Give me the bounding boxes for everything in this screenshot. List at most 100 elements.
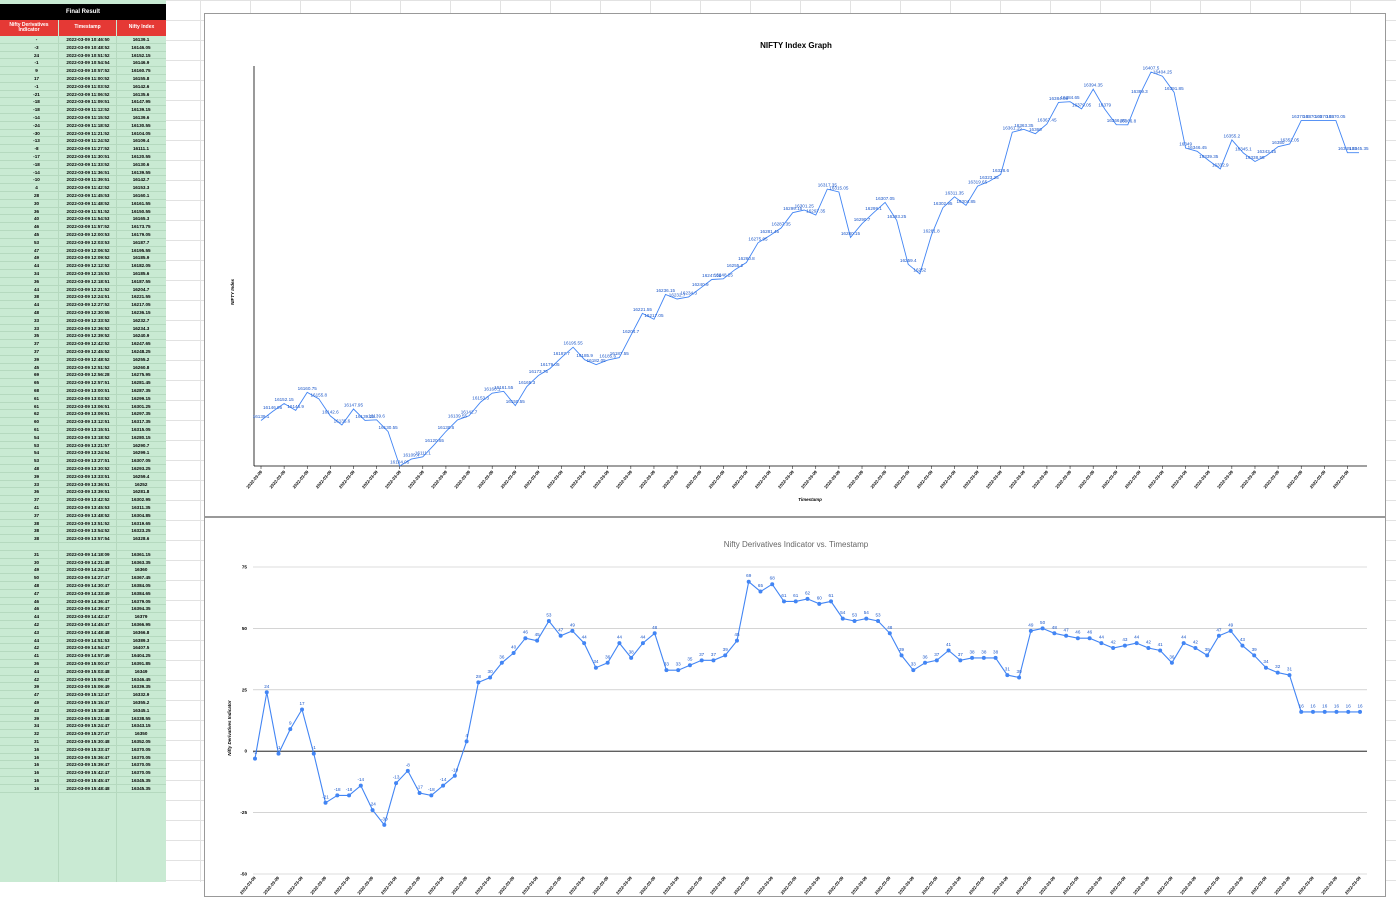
header-indicator[interactable]: Nifty Derivatives Indicator	[0, 20, 58, 36]
table-row[interactable]: 49 2022-03-09 14:24:47 16360	[0, 566, 166, 575]
table-row[interactable]: 32 2022-03-09 15:27:47 16350	[0, 730, 166, 738]
table-row[interactable]: 53 2022-03-09 12:03:53 16187.7	[0, 239, 166, 247]
table-row[interactable]: -1 2022-03-09 10:54:54 16146.9	[0, 59, 166, 68]
table-row[interactable]: 37 2022-03-09 12:42:52 16247.65	[0, 340, 166, 348]
table-row[interactable]: 50 2022-03-09 14:27:47 16367.45	[0, 574, 166, 582]
table-row[interactable]: 33 2022-03-09 12:36:52 16234.3	[0, 325, 166, 333]
table-row[interactable]: 16 2022-03-09 15:42:47 16370.05	[0, 769, 166, 777]
table-row[interactable]: 39 2022-03-09 15:09:49 16339.35	[0, 683, 166, 692]
header-nifty-index[interactable]: Nifty Index	[117, 20, 166, 36]
table-row[interactable]: 17 2022-03-09 11:00:52 16155.8	[0, 75, 166, 83]
table-row[interactable]	[0, 543, 166, 551]
table-row[interactable]: 48 2022-03-09 13:30:52 16293.25	[0, 465, 166, 473]
table-row[interactable]: 42 2022-03-09 15:06:47 16346.45	[0, 676, 166, 684]
table-row[interactable]: 37 2022-03-09 12:45:52 16248.25	[0, 348, 166, 356]
table-row[interactable]: -24 2022-03-09 11:18:52 16130.55	[0, 122, 166, 130]
table-row[interactable]: -18 2022-03-09 11:12:52 16139.15	[0, 106, 166, 114]
table-row[interactable]: 38 2022-03-09 13:54:52 16323.25	[0, 527, 166, 536]
table-row[interactable]: 39 2022-03-09 15:21:48 16338.55	[0, 715, 166, 723]
nifty-index-chart[interactable]: NIFTY Index Graph NIFTY Index Timestamp …	[204, 13, 1386, 517]
table-row[interactable]: 53 2022-03-09 13:27:51 16307.05	[0, 457, 166, 465]
table-row[interactable]: 48 2022-03-09 14:30:47 16384.05	[0, 582, 166, 590]
table-row[interactable]: 39 2022-03-09 12:48:52 16255.2	[0, 356, 166, 364]
table-row[interactable]: 31 2022-03-09 14:18:09 16361.15	[0, 551, 166, 559]
table-row[interactable]: -3 2022-03-09 10:48:52 16146.05	[0, 44, 166, 52]
table-row[interactable]: 16 2022-03-09 15:48:48 16345.35	[0, 785, 166, 793]
table-row[interactable]: 9 2022-03-09 10:57:52 16160.75	[0, 67, 166, 75]
table-row[interactable]: 49 2022-03-09 12:09:52 16185.9	[0, 254, 166, 263]
table-row[interactable]: 42 2022-03-09 14:54:47 16407.5	[0, 644, 166, 653]
table-row[interactable]: 30 2022-03-09 11:48:52 16161.55	[0, 200, 166, 208]
table-row[interactable]: -21 2022-03-09 11:06:52 16135.6	[0, 91, 166, 99]
table-row[interactable]: 30 2022-03-09 14:21:48 16363.35	[0, 559, 166, 567]
table-row[interactable]: 42 2022-03-09 14:45:47 16366.95	[0, 621, 166, 629]
table-row[interactable]: 41 2022-03-09 14:57:49 16404.25	[0, 652, 166, 660]
table-row[interactable]: 48 2022-03-09 12:30:55 16236.15	[0, 309, 166, 317]
table-row[interactable]: 44 2022-03-09 12:21:52 16204.7	[0, 286, 166, 294]
table-row[interactable]: 49 2022-03-09 15:15:47 16355.2	[0, 699, 166, 707]
table-row[interactable]: 16 2022-03-09 15:45:47 16345.35	[0, 777, 166, 785]
table-row[interactable]: 44 2022-03-09 14:51:53 16389.3	[0, 637, 166, 645]
table-row[interactable]: 28 2022-03-09 11:45:53 16160.1	[0, 192, 166, 200]
table-row[interactable]: -18 2022-03-09 11:09:51 16147.95	[0, 98, 166, 107]
table-row[interactable]: 47 2022-03-09 12:06:52 16195.55	[0, 247, 166, 255]
table-row[interactable]: 69 2022-03-09 12:56:28 16275.95	[0, 371, 166, 380]
table-row[interactable]: 54 2022-03-09 13:24:54 16299.1	[0, 449, 166, 458]
table-row[interactable]: 40 2022-03-09 11:54:53 16165.3	[0, 215, 166, 224]
table-row[interactable]: 33 2022-03-09 12:33:52 16232.7	[0, 317, 166, 325]
table-row[interactable]: 65 2022-03-09 12:57:51 16281.45	[0, 379, 166, 387]
table-row[interactable]: 45 2022-03-09 12:51:52 16260.8	[0, 364, 166, 372]
table-row[interactable]: 38 2022-03-09 12:24:51 16221.55	[0, 293, 166, 302]
table-row[interactable]: 60 2022-03-09 13:12:51 16317.35	[0, 418, 166, 426]
table-row[interactable]: 34 2022-03-09 12:15:53 16185.6	[0, 270, 166, 278]
table-row[interactable]: -14 2022-03-09 11:15:52 16139.6	[0, 114, 166, 122]
table-row[interactable]: 47 2022-03-09 15:12:47 16332.9	[0, 691, 166, 699]
table-row[interactable]: -10 2022-03-09 11:39:51 16142.7	[0, 176, 166, 185]
table-row[interactable]: 37 2022-03-09 13:42:52 16302.95	[0, 496, 166, 504]
table-title[interactable]: Final Result	[0, 4, 166, 20]
table-row[interactable]: 16 2022-03-09 15:39:47 16370.05	[0, 761, 166, 770]
table-row[interactable]: 36 2022-03-09 13:39:51 16281.8	[0, 488, 166, 497]
table-row[interactable]: - 2022-03-09 10:46:50 16139.1	[0, 36, 166, 44]
header-timestamp[interactable]: Timestamp	[59, 20, 116, 36]
table-row[interactable]: 31 2022-03-09 15:30:48 16352.05	[0, 738, 166, 746]
table-row[interactable]: 46 2022-03-09 11:57:52 16173.75	[0, 223, 166, 231]
table-row[interactable]: 43 2022-03-09 15:18:48 16345.1	[0, 707, 166, 715]
table-row[interactable]: 4 2022-03-09 11:42:52 16153.3	[0, 184, 166, 192]
table-row[interactable]: 61 2022-03-09 13:06:51 16301.25	[0, 403, 166, 411]
table-row[interactable]: 24 2022-03-09 10:51:52 16152.15	[0, 52, 166, 60]
table-row[interactable]: 45 2022-03-09 12:00:53 16179.05	[0, 231, 166, 239]
table-row[interactable]: 44 2022-03-09 12:12:52 16182.05	[0, 262, 166, 270]
table-row[interactable]: 47 2022-03-09 14:33:49 16384.65	[0, 590, 166, 598]
table-row[interactable]: -30 2022-03-09 11:21:52 16104.05	[0, 130, 166, 138]
table-row[interactable]: -14 2022-03-09 11:36:51 16139.55	[0, 169, 166, 177]
table-row[interactable]: 44 2022-03-09 12:27:52 16217.05	[0, 301, 166, 309]
table-row[interactable]: -18 2022-03-09 11:33:52 16130.6	[0, 161, 166, 169]
table-row[interactable]: 61 2022-03-09 13:15:51 16315.05	[0, 426, 166, 434]
table-row[interactable]: -8 2022-03-09 11:27:52 16111.1	[0, 145, 166, 153]
table-row[interactable]: 33 2022-03-09 13:36:51 16252	[0, 481, 166, 489]
table-row[interactable]: -1 2022-03-09 11:03:52 16142.6	[0, 83, 166, 91]
table-row[interactable]: 62 2022-03-09 13:09:51 16297.35	[0, 410, 166, 419]
table-row[interactable]: 41 2022-03-09 13:45:53 16311.35	[0, 504, 166, 512]
table-row[interactable]: 16 2022-03-09 15:33:47 16370.05	[0, 746, 166, 754]
table-row[interactable]: -17 2022-03-09 11:30:51 16120.55	[0, 153, 166, 161]
table-row[interactable]: 53 2022-03-09 13:21:57 16290.7	[0, 442, 166, 450]
table-row[interactable]: 16 2022-03-09 15:36:47 16370.05	[0, 754, 166, 762]
derivatives-indicator-chart[interactable]: Nifty Derivatives Indicator vs. Timestam…	[204, 517, 1386, 897]
table-row[interactable]: 39 2022-03-09 13:33:51 16259.4	[0, 473, 166, 481]
table-row[interactable]: 43 2022-03-09 14:48:48 16366.8	[0, 629, 166, 637]
table-row[interactable]: 36 2022-03-09 12:18:51 16187.55	[0, 278, 166, 286]
table-row[interactable]: 35 2022-03-09 12:39:52 16240.9	[0, 332, 166, 341]
table-row[interactable]: 34 2022-03-09 15:24:47 16343.15	[0, 722, 166, 731]
table-row[interactable]: 44 2022-03-09 15:03:48 16349	[0, 668, 166, 676]
table-row[interactable]: 37 2022-03-09 13:48:52 16304.85	[0, 512, 166, 520]
table-row[interactable]: 38 2022-03-09 13:57:54 16328.6	[0, 535, 166, 543]
table-row[interactable]: 36 2022-03-09 15:00:47 16391.85	[0, 660, 166, 668]
table-row[interactable]: 54 2022-03-09 13:18:52 16280.15	[0, 434, 166, 442]
table-row[interactable]: 44 2022-03-09 14:42:47 16379	[0, 613, 166, 621]
table-row[interactable]: 46 2022-03-09 14:36:47 16379.05	[0, 598, 166, 606]
table-row[interactable]: 38 2022-03-09 13:51:52 16319.65	[0, 520, 166, 528]
table-row[interactable]: 61 2022-03-09 13:03:52 16299.15	[0, 395, 166, 403]
table-row[interactable]: 68 2022-03-09 13:00:51 16287.35	[0, 387, 166, 395]
